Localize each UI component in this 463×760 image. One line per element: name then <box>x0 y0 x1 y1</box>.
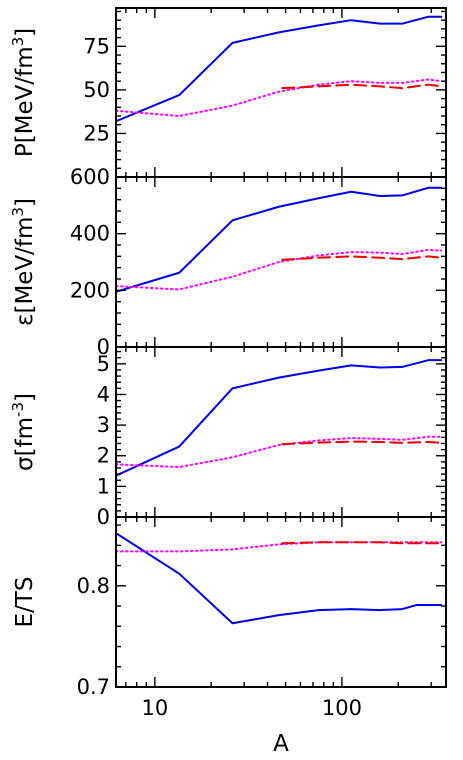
panel-1: 25 50 75 P[MeV/fm3] <box>9 7 447 178</box>
y-axis-label: P[MeV/fm3] <box>9 28 38 157</box>
series-line-dashed <box>281 440 443 446</box>
panel-series-group <box>116 532 443 625</box>
y-axis-label-main: P[MeV/fm <box>12 46 38 157</box>
y-axis-label-main: E/TS <box>12 577 38 628</box>
x-ticks <box>125 517 432 687</box>
x-ticks <box>125 347 432 517</box>
x-ticks <box>125 177 432 347</box>
y-axis-label-superscript: -3 <box>9 402 27 417</box>
series-line-dashed <box>281 83 443 90</box>
y-tick-label: 75 <box>83 34 110 58</box>
y-ticks <box>116 10 446 169</box>
y-tick-label: 0 <box>97 505 110 529</box>
y-tick-label: 4 <box>97 382 110 406</box>
series-line-solid <box>116 359 443 477</box>
y-tick-label: 0.8 <box>77 574 110 598</box>
series-line-dotted <box>116 248 443 291</box>
series-line-solid <box>116 532 443 625</box>
series-line-dashed <box>281 541 443 545</box>
y-ticks <box>116 350 446 512</box>
x-tick-label: 10 <box>141 696 168 720</box>
y-tick-label: 0 <box>97 335 110 359</box>
y-tick-label: 50 <box>83 78 110 102</box>
y-axis-label: σ[fm-3] <box>9 393 38 471</box>
y-axis-label-main: σ[fm <box>12 417 38 471</box>
series-line-solid <box>116 15 443 123</box>
panel-frame <box>115 346 447 518</box>
y-axis-label-superscript: 3 <box>9 207 27 217</box>
y-tick-label: 200 <box>70 278 110 302</box>
panel-3: 0 1 2 3 4 5 σ[fm-3] <box>9 346 447 529</box>
series-line-dotted <box>116 78 443 118</box>
y-tick-label: 0.7 <box>77 675 110 699</box>
panel-4: 0.7 0.8 E/TS <box>12 516 447 699</box>
y-tick-label: 600 <box>70 165 110 189</box>
y-axis-label-tail: ] <box>12 28 38 37</box>
y-axis-label-main: ε[MeV/fm <box>12 217 38 326</box>
y-tick-label: 2 <box>97 444 110 468</box>
series-line-dotted <box>116 435 443 469</box>
y-tick-label: 5 <box>97 352 110 376</box>
y-tick-label: 3 <box>97 413 110 437</box>
series-line-dashed <box>281 255 443 261</box>
y-ticks <box>116 187 446 337</box>
panel-frame <box>115 176 447 348</box>
x-tick-label: 100 <box>322 696 362 720</box>
x-axis-label: A <box>273 731 289 757</box>
y-axis-label: E/TS <box>12 577 38 628</box>
y-axis-label: ε[MeV/fm3] <box>9 198 38 326</box>
panel-series-group <box>116 15 443 123</box>
y-axis-label-tail: ] <box>12 198 38 207</box>
series-line-dotted <box>116 541 443 553</box>
y-tick-label: 1 <box>97 474 110 498</box>
y-ticks <box>116 524 446 668</box>
panel-series-group <box>116 359 443 477</box>
panel-frame <box>115 7 447 178</box>
panel-2: 0 200 400 600 ε[MeV/fm3] <box>9 165 447 359</box>
y-axis-label-superscript: 3 <box>9 37 27 47</box>
panel-series-group <box>116 186 443 293</box>
series-line-solid <box>116 186 443 293</box>
y-axis-label-tail: ] <box>12 393 38 402</box>
panel-frame <box>115 516 447 688</box>
y-tick-label: 400 <box>70 222 110 246</box>
y-tick-label: 25 <box>83 121 110 145</box>
